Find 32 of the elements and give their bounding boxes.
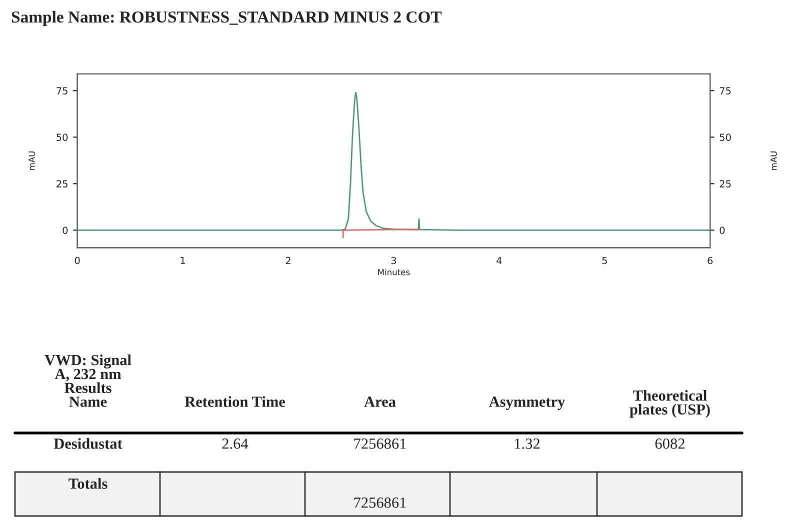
y2-tick-label: 25	[720, 180, 731, 188]
text: Desidustat	[54, 438, 122, 449]
text: Totals	[68, 478, 108, 489]
text: 7256861	[354, 438, 406, 449]
y2-tick-label: 0	[720, 226, 725, 234]
text: Theoretical plates (USP)	[630, 390, 710, 418]
x-tick-label: 4	[496, 256, 502, 264]
y2-tick-label: 75	[720, 87, 731, 94]
x-tick-label: 1	[180, 256, 185, 264]
x-tick-label: 0	[74, 256, 80, 264]
y2-axis-title: mAU	[770, 152, 777, 170]
y-tick-label: 25	[56, 180, 68, 188]
line-series	[77, 92, 710, 231]
text: 6082	[655, 438, 684, 449]
y2-tick-label: 50	[720, 134, 731, 141]
x-tick-label: 3	[391, 256, 396, 264]
text: Asymmetry	[488, 396, 566, 410]
y-tick-label: 50	[56, 134, 68, 141]
text: 1.32	[514, 438, 540, 449]
y-axis-title: mAU	[28, 152, 35, 170]
text: Retention Time	[184, 396, 286, 407]
y-tick-label: 75	[56, 87, 68, 94]
x-tick-label: 5	[602, 256, 607, 264]
y-tick-label: 0	[62, 226, 68, 234]
x-tick-label: 6	[708, 256, 713, 264]
chart-title: Sample Name: ROBUSTNESS_STANDARD MINUS 2 COT	[12, 10, 442, 26]
x-axis-title: Minutes	[378, 268, 410, 276]
text: VWD: Signal A, 232 nm Results Name	[44, 354, 132, 407]
x-tick-label: 2	[286, 256, 290, 264]
text: Area	[364, 396, 396, 407]
text: 2.64	[222, 438, 248, 449]
text: 7256861	[354, 498, 406, 508]
